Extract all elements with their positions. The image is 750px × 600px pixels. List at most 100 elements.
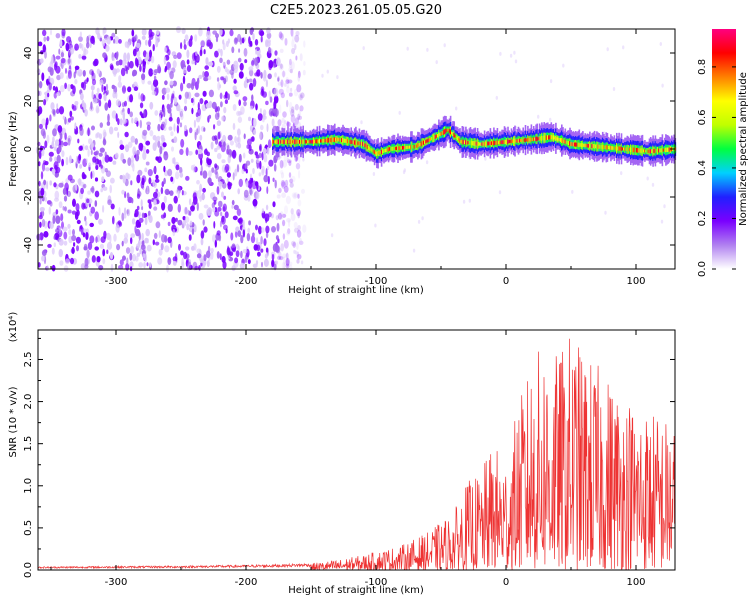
noise-blob [158,230,161,239]
noise-blob [71,235,77,242]
noise-blob [297,113,300,121]
signal-cell [580,143,583,148]
noise-blob [58,106,65,115]
noise-blob [167,236,172,244]
signal-cell [441,131,444,135]
x-tick-label: 100 [626,577,645,588]
signal-cell [575,142,577,147]
noise-blob [219,27,223,36]
noise-blob [186,59,190,65]
noise-blob [187,209,190,216]
noise-blob [402,170,406,175]
noise-blob [231,265,236,272]
noise-blob [57,125,63,133]
noise-blob [138,142,144,151]
noise-blob [280,243,285,252]
noise-blob [86,77,89,82]
noise-blob [56,103,59,110]
noise-blob [213,221,216,229]
signal-cell [652,148,654,154]
signal-cell [412,145,414,149]
noise-blob [86,249,90,259]
signal-cell [359,141,362,146]
noise-blob [81,55,87,60]
noise-blob [149,49,152,58]
noise-blob [277,212,283,220]
noise-blob [84,264,89,269]
noise-blob [252,232,255,237]
noise-blob [302,157,305,162]
snr-x-ticks: -300 -200 -100 0 100 [50,330,646,588]
noise-blob [283,185,289,193]
noise-blob [252,78,257,87]
signal-cell [418,143,420,147]
signal-cell [556,137,558,141]
noise-blob [285,252,289,260]
noise-blob [299,53,303,62]
noise-blob [183,39,186,46]
noise-blob [113,127,119,131]
noise-blob [67,209,72,214]
noise-blob [108,156,113,162]
noise-blob [273,108,280,117]
noise-blob [126,192,130,199]
noise-blob [131,218,136,225]
noise-blob [468,198,471,203]
signal-cell [415,144,418,148]
signal-cell [425,139,427,144]
noise-blob [60,52,65,58]
noise-blob [238,178,243,188]
snr-y-label: SNR (10 * v/v) [8,386,19,457]
signal-cell [500,140,502,145]
noise-blob [158,248,163,256]
noise-blob [130,180,133,186]
noise-blob [55,139,60,147]
noise-blob [132,69,138,77]
noise-blob [84,145,89,151]
noise-blob [46,265,49,272]
signal-cell [651,149,653,154]
signal-cell [561,138,563,143]
noise-blob [297,70,301,79]
noise-blob [254,57,259,66]
noise-blob [227,134,233,141]
noise-blob [222,61,226,66]
signal-cell [489,140,492,146]
noise-blob [164,46,167,53]
noise-blob [147,169,153,177]
signal-cell [428,137,431,142]
signal-cell [322,138,324,143]
noise-blob [426,47,429,52]
noise-blob [278,187,282,194]
noise-blob [462,199,466,204]
noise-blob [298,94,302,99]
noise-blob [243,152,246,159]
signal-cell [620,146,623,152]
signal-cell [360,141,363,146]
noise-blob [237,230,242,238]
noise-blob [251,94,254,102]
noise-blob [262,109,267,116]
signal-cell [459,138,461,143]
signal-cell [477,142,480,146]
signal-cell [439,132,441,137]
noise-blob [54,61,58,68]
signal-cell [578,142,581,148]
colorbar-tick-label: 0.8 [697,59,708,75]
signal-cell [646,149,648,153]
noise-blob [210,251,214,260]
noise-blob [289,261,293,266]
noise-blob [111,84,116,90]
noise-blob [252,33,255,41]
noise-blob [227,93,230,101]
noise-blob [104,168,108,173]
noise-blob [140,244,146,251]
signal-cell [405,145,407,150]
noise-blob [235,243,239,250]
noise-blob [132,38,135,47]
noise-blob [298,92,302,101]
noise-blob [213,200,217,205]
noise-blob [265,231,269,239]
noise-blob [292,193,297,200]
signal-cell [302,139,304,145]
